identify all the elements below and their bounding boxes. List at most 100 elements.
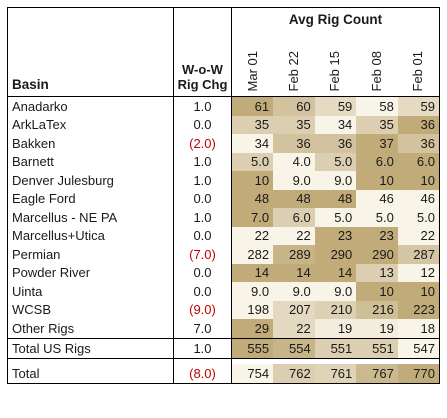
rig-count-cell: 36 xyxy=(397,134,440,153)
spacer-cell xyxy=(7,358,174,364)
rig-count-cell: 37 xyxy=(356,134,398,153)
date-label: Feb 15 xyxy=(327,50,343,91)
basin-name-cell: Uinta xyxy=(7,282,174,301)
spacer-cell xyxy=(397,358,440,364)
wow-change-cell: (7.0) xyxy=(173,245,232,264)
basin-name-cell: Permian xyxy=(7,245,174,264)
rig-count-cell: 198 xyxy=(231,300,274,319)
table-body: Anadarko 1.0 61 60 59 58 59 ArkLaTex 0.0 35 35 34 35… xyxy=(7,96,440,384)
rig-count-cell: 5.0 xyxy=(231,152,274,171)
rig-count-cell: 9.0 xyxy=(314,282,357,301)
rig-count-cell: 7.0 xyxy=(231,208,274,227)
date-label: Mar 01 xyxy=(244,50,260,91)
wow-change-cell: 1.0 xyxy=(173,337,232,359)
rig-count-cell: 9.0 xyxy=(273,171,315,190)
rig-count-table: Basin W-o-W Rig Chg Avg Rig Count Mar 01… xyxy=(7,6,440,384)
table-row: Denver Julesburg 1.0 10 9.0 9.0 10 10 xyxy=(7,171,440,190)
wow-change-cell: 0.0 xyxy=(173,263,232,282)
rig-count-cell: 207 xyxy=(273,300,315,319)
rig-count-cell: 48 xyxy=(273,189,315,208)
rig-count-cell: 18 xyxy=(397,319,440,339)
date-header: Mar 01 xyxy=(231,31,274,97)
table-row: Bakken (2.0) 34 36 36 37 36 xyxy=(7,134,440,153)
rig-count-cell: 35 xyxy=(356,115,398,134)
rig-count-cell: 290 xyxy=(356,245,398,264)
rig-count-cell: 9.0 xyxy=(231,282,274,301)
wow-change-cell: 1.0 xyxy=(173,96,232,116)
basin-name-cell: Marcellus+Utica xyxy=(7,226,174,245)
rig-count-cell: 60 xyxy=(273,96,315,116)
rig-count-cell: 35 xyxy=(273,115,315,134)
rig-count-cell: 754 xyxy=(231,363,274,384)
rig-count-cell: 554 xyxy=(273,337,315,359)
rig-count-cell: 5.0 xyxy=(314,152,357,171)
date-label: Feb 22 xyxy=(285,50,301,91)
basin-name-cell: Powder River xyxy=(7,263,174,282)
rig-count-cell: 6.0 xyxy=(356,152,398,171)
date-header: Feb 22 xyxy=(273,31,315,97)
basin-name-cell: WCSB xyxy=(7,300,174,319)
rig-count-cell: 13 xyxy=(356,263,398,282)
table-row: WCSB (9.0) 198 207 210 216 223 xyxy=(7,300,440,319)
rig-count-cell: 36 xyxy=(397,115,440,134)
rig-count-cell: 14 xyxy=(314,263,357,282)
rig-count-cell: 19 xyxy=(356,319,398,339)
basin-name-cell: Total US Rigs xyxy=(7,337,174,359)
rig-count-cell: 36 xyxy=(314,134,357,153)
rig-count-cell: 223 xyxy=(397,300,440,319)
table-row: Powder River 0.0 14 14 14 13 12 xyxy=(7,263,440,282)
table-row: Uinta 0.0 9.0 9.0 9.0 10 10 xyxy=(7,282,440,301)
rig-count-cell: 551 xyxy=(356,337,398,359)
rig-count-cell: 555 xyxy=(231,337,274,359)
rig-count-cell: 23 xyxy=(356,226,398,245)
rig-count-cell: 10 xyxy=(397,282,440,301)
table-row: Marcellus - NE PA 1.0 7.0 6.0 5.0 5.0 5.0 xyxy=(7,208,440,227)
rig-count-cell: 46 xyxy=(356,189,398,208)
wow-header-line2: Rig Chg xyxy=(177,77,228,92)
wow-change-cell: 0.0 xyxy=(173,189,232,208)
spacer-cell xyxy=(173,358,232,364)
rig-count-cell: 58 xyxy=(356,96,398,116)
rig-count-cell: 48 xyxy=(314,189,357,208)
date-label: Feb 01 xyxy=(410,50,426,91)
wow-change-cell: (9.0) xyxy=(173,300,232,319)
wow-change-cell: (2.0) xyxy=(173,134,232,153)
rig-count-cell: 289 xyxy=(273,245,315,264)
date-header: Feb 01 xyxy=(397,31,440,97)
table-row: Marcellus+Utica 0.0 22 22 23 23 22 xyxy=(7,226,440,245)
rig-count-cell: 59 xyxy=(314,96,357,116)
basin-name-cell: Eagle Ford xyxy=(7,189,174,208)
rig-count-cell: 34 xyxy=(314,115,357,134)
rig-count-cell: 22 xyxy=(397,226,440,245)
table-row: Other Rigs 7.0 29 22 19 19 18 xyxy=(7,319,440,339)
rig-count-cell: 48 xyxy=(231,189,274,208)
table-row: ArkLaTex 0.0 35 35 34 35 36 xyxy=(7,115,440,134)
avg-rig-count-header: Avg Rig Count xyxy=(231,6,440,32)
rig-count-cell: 10 xyxy=(231,171,274,190)
rig-count-cell: 551 xyxy=(314,337,357,359)
date-header: Feb 08 xyxy=(356,31,398,97)
rig-count-cell: 547 xyxy=(397,337,440,359)
date-header: Feb 15 xyxy=(314,31,357,97)
rig-count-cell: 5.0 xyxy=(314,208,357,227)
rig-count-cell: 770 xyxy=(397,363,440,384)
wow-change-cell: 0.0 xyxy=(173,226,232,245)
basin-name-cell: Total xyxy=(7,363,174,384)
basin-name-cell: Bakken xyxy=(7,134,174,153)
table-row: Permian (7.0) 282 289 290 290 287 xyxy=(7,245,440,264)
rig-count-cell: 6.0 xyxy=(273,208,315,227)
rig-count-cell: 282 xyxy=(231,245,274,264)
rig-count-cell: 19 xyxy=(314,319,357,339)
total-row: Total (8.0) 754 762 761 767 770 xyxy=(7,363,440,384)
wow-change-cell: 1.0 xyxy=(173,208,232,227)
basin-name-cell: Barnett xyxy=(7,152,174,171)
wow-change-cell: 1.0 xyxy=(173,152,232,171)
rig-count-cell: 46 xyxy=(397,189,440,208)
rig-count-cell: 22 xyxy=(273,226,315,245)
table-row: Eagle Ford 0.0 48 48 48 46 46 xyxy=(7,189,440,208)
basin-name-cell: ArkLaTex xyxy=(7,115,174,134)
table-row: Barnett 1.0 5.0 4.0 5.0 6.0 6.0 xyxy=(7,152,440,171)
wow-change-cell: 7.0 xyxy=(173,319,232,339)
wow-column-header: W-o-W Rig Chg xyxy=(173,7,232,97)
